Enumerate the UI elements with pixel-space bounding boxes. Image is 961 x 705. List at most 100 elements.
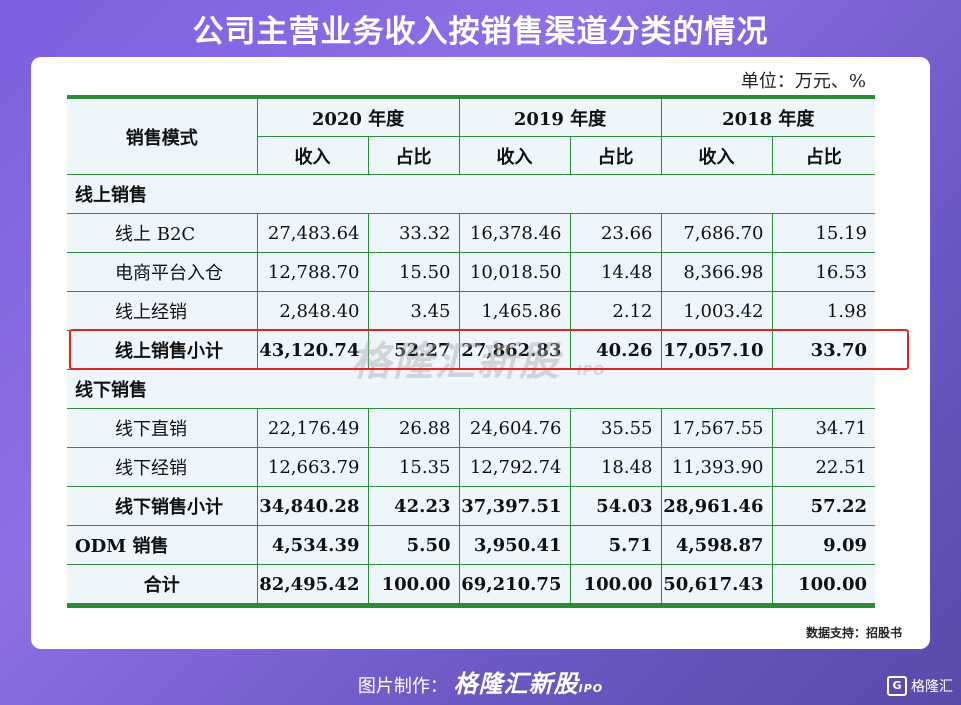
cell-share: 35.55 — [569, 408, 661, 448]
cell-share: 14.48 — [569, 252, 661, 292]
table-row: 线上经销 2,848.40 3.45 1,465.86 2.12 1,003.42 1.98 — [67, 291, 875, 331]
footer-prefix: 图片制作： — [357, 676, 448, 697]
cell-share: 100.00 — [569, 564, 661, 604]
cell-share: 33.32 — [367, 213, 459, 253]
table-top-rule — [67, 95, 875, 99]
watermark: 格隆汇新股 IPO — [351, 329, 605, 387]
gelonghui-logo-icon: G — [887, 676, 907, 696]
watermark-tag: IPO — [576, 364, 606, 379]
cell-share: 18.48 — [569, 447, 661, 487]
cell-income: 4,598.87 — [660, 525, 772, 565]
table-row: 电商平台入仓 12,788.70 15.50 10,018.50 14.48 8,366.… — [67, 252, 875, 292]
table-bottom-rule — [67, 604, 875, 608]
cell-income: 82,495.42 — [256, 564, 368, 604]
table-row: ODM 销售 4,534.39 5.50 3,950.41 5.71 4,598.87 9.… — [67, 525, 875, 565]
cell-income: 1,465.86 — [458, 291, 570, 331]
header-share: 占比 — [569, 136, 661, 175]
section-row: 线下销售 — [67, 369, 875, 409]
watermark-text: 格隆汇新股 — [351, 339, 561, 385]
cell-share: 22.51 — [771, 447, 875, 487]
row-label: 电商平台入仓 — [67, 252, 257, 292]
cell-share: 1.98 — [771, 291, 875, 331]
row-label: ODM 销售 — [67, 525, 257, 565]
cell-income: 4,534.39 — [256, 525, 368, 565]
cell-share: 100.00 — [771, 564, 875, 604]
cell-income: 3,950.41 — [458, 525, 570, 565]
cell-share: 23.66 — [569, 213, 661, 253]
cell-income: 12,792.74 — [458, 447, 570, 487]
footer-brand: 格隆汇新股IPO — [454, 670, 604, 698]
cell-income: 69,210.75 — [458, 564, 570, 604]
cell-share: 15.19 — [771, 213, 875, 253]
header-income: 收入 — [458, 136, 570, 175]
cell-share: 26.88 — [367, 408, 459, 448]
cell-share: 100.00 — [367, 564, 459, 604]
corner-logo: G 格隆汇 — [887, 676, 953, 696]
header-row-years: 销售模式 2020 年度 2019 年度 2018 年度 — [67, 99, 875, 175]
cell-income: 8,366.98 — [660, 252, 772, 292]
cell-income: 1,003.42 — [660, 291, 772, 331]
table-row: 线下销售小计 34,840.28 42.23 37,397.51 54.03 28,961… — [67, 486, 875, 526]
highlight-box-online-subtotal — [69, 329, 909, 370]
cell-income: 34,840.28 — [256, 486, 368, 526]
row-label: 线上 B2C — [67, 213, 257, 253]
cell-income: 10,018.50 — [458, 252, 570, 292]
cell-share: 5.71 — [569, 525, 661, 565]
header-row-metrics: 收入 占比 收入 占比 收入 占比 — [67, 136, 875, 175]
cell-share: 54.03 — [569, 486, 661, 526]
revenue-table: 销售模式 2020 年度 2019 年度 2018 年度 收入 占比 收入 占比… — [67, 95, 875, 608]
cell-share: 15.35 — [367, 447, 459, 487]
table-card: 单位：万元、% 销售模式 2020 年度 2019 年度 2018 年度 收入 … — [31, 57, 930, 649]
header-income: 收入 — [256, 136, 368, 175]
corner-logo-text: 格隆汇 — [911, 679, 953, 695]
row-label: 线上经销 — [67, 291, 257, 331]
cell-share: 9.09 — [771, 525, 875, 565]
header-year-2020: 2020 年度 — [256, 99, 459, 137]
row-label: 线上销售 — [67, 174, 875, 214]
cell-income: 43,120.74 — [256, 330, 368, 370]
cell-income: 50,617.43 — [660, 564, 772, 604]
cell-income: 37,397.51 — [458, 486, 570, 526]
header-share: 占比 — [367, 136, 459, 175]
cell-share: 52.27 — [367, 330, 459, 370]
cell-share: 57.22 — [771, 486, 875, 526]
cell-income: 27,483.64 — [256, 213, 368, 253]
cell-income: 28,961.46 — [660, 486, 772, 526]
table-row: 线下经销 12,663.79 15.35 12,792.74 18.48 11,393.9… — [67, 447, 875, 487]
header-year-2019: 2019 年度 — [458, 99, 661, 137]
footer: 图片制作： 格隆汇新股IPO — [0, 664, 961, 699]
cell-income: 17,057.10 — [660, 330, 772, 370]
table-row: 线上 B2C 27,483.64 33.32 16,378.46 23.66 7,686.… — [67, 213, 875, 253]
cell-income: 12,788.70 — [256, 252, 368, 292]
header-mode: 销售模式 — [67, 99, 257, 175]
table-row: 线上销售小计 43,120.74 52.27 27,862.83 40.26 17,057… — [67, 330, 875, 370]
cell-share: 42.23 — [367, 486, 459, 526]
header-income: 收入 — [660, 136, 772, 175]
row-label: 线下销售 — [67, 369, 875, 409]
cell-income: 22,176.49 — [256, 408, 368, 448]
section-row: 线上销售 — [67, 174, 875, 214]
unit-label: 单位：万元、% — [740, 71, 866, 92]
cell-income: 2,848.40 — [256, 291, 368, 331]
cell-share: 3.45 — [367, 291, 459, 331]
cell-share: 34.71 — [771, 408, 875, 448]
row-label: 线下销售小计 — [67, 486, 257, 526]
page-title: 公司主营业务收入按销售渠道分类的情况 — [192, 14, 769, 50]
header-share: 占比 — [771, 136, 875, 175]
table-row: 线下直销 22,176.49 26.88 24,604.76 35.55 17,567.5… — [67, 408, 875, 448]
table-row: 合计 82,495.42 100.00 69,210.75 100.00 50,617.4… — [67, 564, 875, 604]
cell-income: 27,862.83 — [458, 330, 570, 370]
cell-income: 12,663.79 — [256, 447, 368, 487]
cell-income: 24,604.76 — [458, 408, 570, 448]
cell-share: 5.50 — [367, 525, 459, 565]
cell-income: 7,686.70 — [660, 213, 772, 253]
cell-share: 16.53 — [771, 252, 875, 292]
cell-income: 11,393.90 — [660, 447, 772, 487]
row-label: 线下直销 — [67, 408, 257, 448]
cell-income: 16,378.46 — [458, 213, 570, 253]
footer-brand-tag: IPO — [578, 682, 604, 695]
header-year-2018: 2018 年度 — [660, 99, 875, 137]
source-note: 数据支持：招股书 — [805, 626, 902, 640]
cell-share: 40.26 — [569, 330, 661, 370]
row-label: 线下经销 — [67, 447, 257, 487]
